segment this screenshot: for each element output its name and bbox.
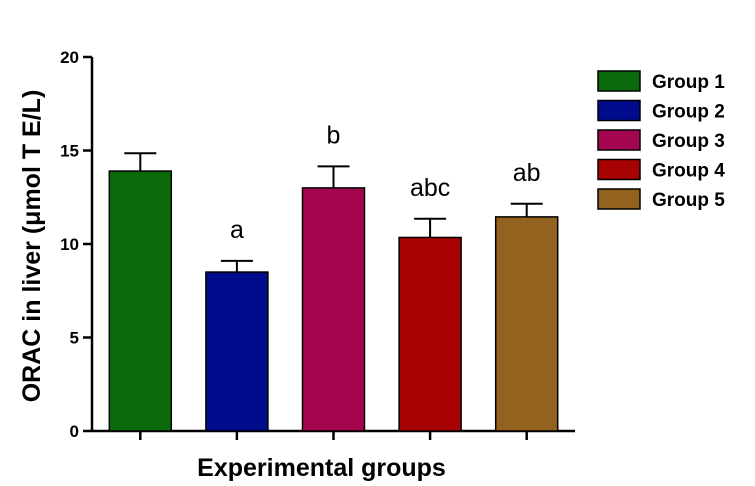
y-axis-title: ORAC in liver (μmol T E/L)	[18, 90, 46, 403]
x-axis	[92, 429, 575, 440]
error-bars	[124, 152, 543, 273]
significance-label: b	[327, 121, 341, 149]
bar-group-5	[494, 216, 559, 432]
y-axis: 0 5 10 15 20	[60, 48, 94, 441]
bars	[108, 170, 559, 432]
legend: Group 1 Group 2 Group 3 Group 4 Group 5	[597, 70, 725, 211]
legend-swatch	[597, 129, 641, 151]
y-tick-label: 10	[60, 235, 79, 254]
legend-swatch	[597, 70, 641, 92]
bar-group-3	[301, 187, 366, 432]
y-tick-label: 0	[70, 422, 79, 441]
legend-swatch	[597, 99, 641, 122]
significance-label: ab	[513, 159, 541, 187]
legend-swatch	[597, 158, 641, 181]
y-tick-label: 20	[60, 48, 79, 67]
bar-group-4	[398, 236, 462, 432]
legend-label: Group 4	[652, 161, 725, 182]
bar-group-2	[205, 271, 269, 432]
legend-label: Group 5	[652, 190, 725, 211]
legend-swatch	[597, 188, 641, 210]
significance-label: a	[230, 216, 244, 244]
legend-label: Group 1	[652, 72, 725, 93]
y-tick-label: 5	[70, 329, 79, 348]
bar-group-1	[108, 170, 173, 432]
legend-label: Group 3	[652, 131, 725, 152]
significance-label: abc	[410, 174, 450, 202]
x-axis-title: Experimental groups	[197, 454, 446, 482]
y-tick-label: 15	[60, 142, 79, 161]
legend-label: Group 2	[652, 102, 725, 123]
